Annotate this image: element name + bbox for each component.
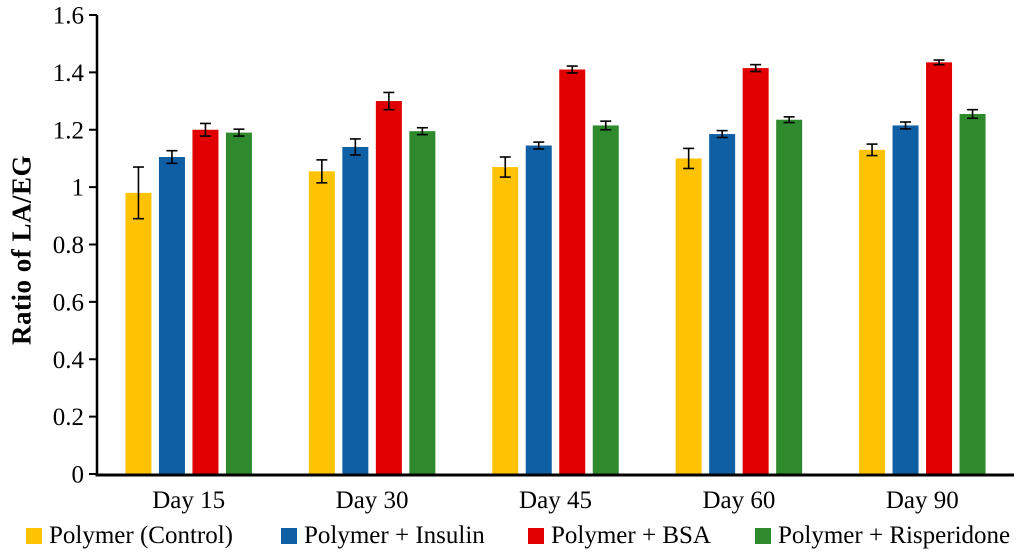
y-tick-label: 0.4 [53, 347, 85, 374]
bar [308, 171, 335, 475]
legend-swatch-icon [528, 528, 544, 544]
bar [959, 113, 986, 475]
x-category-label: Day 60 [702, 487, 775, 514]
x-category-label: Day 30 [336, 487, 409, 514]
bar [859, 149, 886, 475]
bar [492, 167, 519, 474]
legend-swatch-icon [281, 528, 297, 544]
chart-legend: Polymer (Control) Polymer + Insulin Poly… [0, 519, 1024, 553]
bar [409, 131, 436, 474]
bar [375, 101, 402, 474]
legend-item-bsa: Polymer + BSA [528, 519, 711, 553]
y-tick-label: 0 [72, 462, 85, 489]
bar [742, 68, 769, 475]
bar [342, 146, 369, 474]
bar [592, 125, 619, 475]
bar [559, 69, 586, 474]
bar [158, 157, 185, 475]
legend-swatch-icon [26, 528, 42, 544]
legend-label: Polymer + Risperidone [778, 522, 1011, 549]
legend-item-insulin: Polymer + Insulin [281, 519, 485, 553]
y-tick-label: 0.2 [53, 404, 84, 431]
y-tick-label: 0.8 [53, 232, 84, 259]
bar [525, 145, 552, 474]
bar [892, 125, 919, 475]
y-axis-title: Ratio of LA/EG [6, 154, 37, 346]
legend-label: Polymer + BSA [551, 522, 711, 549]
legend-item-risperidone: Polymer + Risperidone [755, 519, 1010, 553]
bar [926, 62, 953, 474]
legend-item-control: Polymer (Control) [26, 519, 233, 553]
bar [225, 132, 252, 474]
bar [709, 134, 736, 474]
bar [192, 129, 219, 474]
bar [125, 192, 152, 475]
y-tick-label: 1.2 [53, 117, 84, 144]
bar [675, 158, 702, 474]
bar [776, 119, 803, 474]
y-tick-label: 1 [72, 175, 85, 202]
x-category-label: Day 45 [519, 487, 592, 514]
y-tick-label: 1.6 [53, 3, 84, 30]
legend-swatch-icon [755, 528, 771, 544]
legend-label: Polymer (Control) [49, 522, 234, 549]
x-category-label: Day 90 [886, 487, 959, 514]
legend-label: Polymer + Insulin [304, 522, 485, 549]
x-category-label: Day 15 [152, 487, 225, 514]
y-tick-label: 1.4 [53, 60, 85, 87]
y-tick-label: 0.6 [53, 289, 84, 316]
